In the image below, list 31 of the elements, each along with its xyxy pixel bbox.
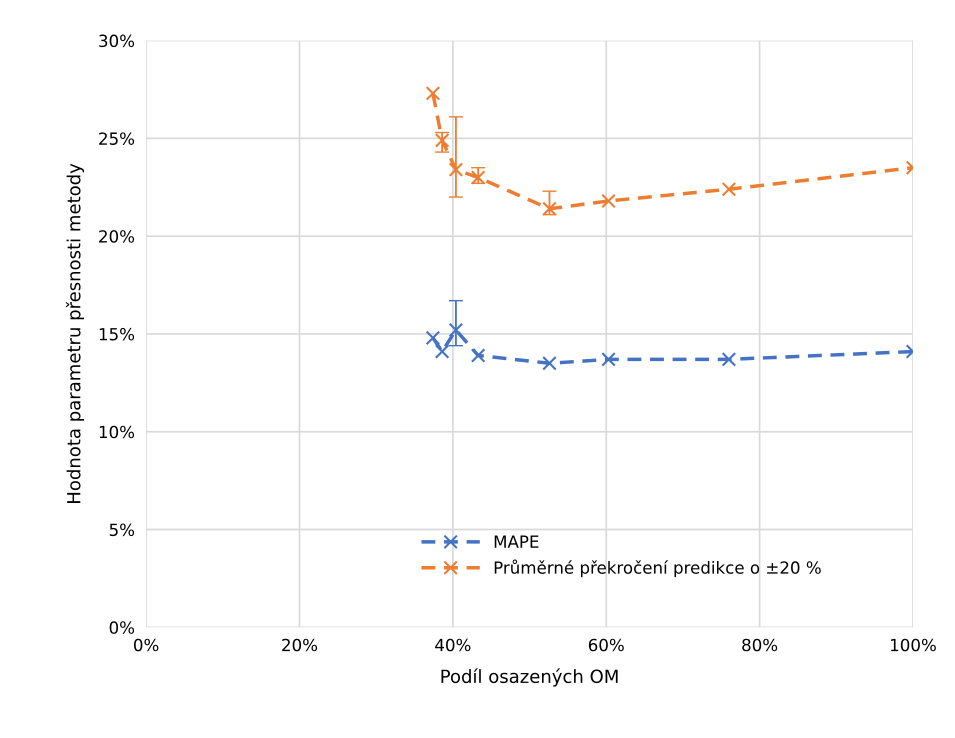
x-tick-label: 20% bbox=[282, 638, 318, 652]
x-tick-label: 80% bbox=[742, 638, 778, 652]
y-tick-label: 10% bbox=[100, 426, 134, 438]
y-tick-label: 5% bbox=[110, 523, 134, 536]
y-tick-label: 15% bbox=[100, 328, 134, 341]
point bbox=[470, 348, 486, 363]
legend-label: MAPE bbox=[494, 536, 538, 548]
legend-label: Průměrné překročení predikce o ±20 % bbox=[494, 560, 821, 578]
x-tick-label: 40% bbox=[435, 638, 470, 652]
y-tick-label: 30% bbox=[99, 34, 134, 48]
point bbox=[434, 133, 450, 148]
point bbox=[426, 330, 440, 346]
point bbox=[542, 356, 557, 371]
point bbox=[434, 344, 450, 359]
point bbox=[448, 322, 464, 338]
y-tick-label: 25% bbox=[99, 132, 134, 145]
x-tick-label: 60% bbox=[588, 638, 624, 652]
x-axis-title: Podíl osazených OM bbox=[441, 668, 618, 687]
point bbox=[470, 170, 486, 185]
point bbox=[426, 86, 440, 101]
point bbox=[448, 162, 464, 177]
point bbox=[722, 352, 736, 367]
x-tick-label: 0% bbox=[134, 638, 158, 652]
x-tick-label: 100% bbox=[890, 638, 936, 652]
y-tick-label: 0% bbox=[110, 621, 134, 634]
y-tick-label: 20% bbox=[99, 230, 134, 243]
point bbox=[722, 182, 736, 197]
point bbox=[601, 352, 616, 367]
point bbox=[601, 194, 616, 208]
y-axis-title: Hodnota parametru přesnosti metody bbox=[66, 164, 84, 503]
point bbox=[542, 201, 557, 216]
